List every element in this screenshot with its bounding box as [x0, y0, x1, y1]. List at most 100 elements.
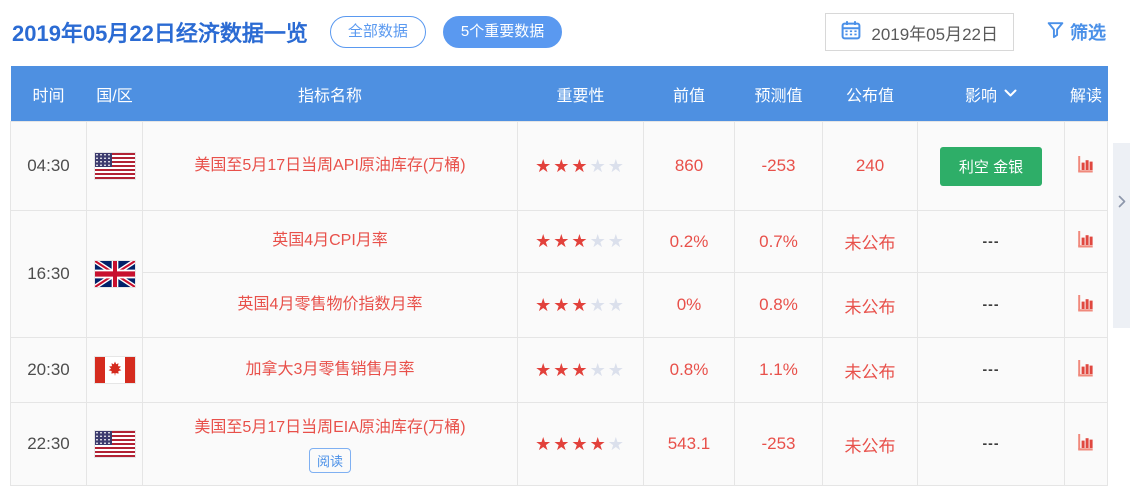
col-previous: 前值 — [643, 66, 735, 122]
tab-important-data[interactable]: 5个重要数据 — [442, 16, 563, 48]
published-value: 未公布 — [822, 272, 918, 338]
published-value: 240 — [822, 121, 918, 211]
interpret-cell — [1064, 121, 1108, 211]
star-icon: ★ — [571, 231, 590, 251]
star-icon: ★ — [607, 294, 626, 315]
star-icon: ★ — [571, 359, 590, 380]
table-row: 04:30 美国至5月17日当周API原油库存(万桶) ★★★★★ 860 -2… — [10, 121, 1108, 211]
impact-cell: --- — [917, 272, 1065, 338]
indicator-cell: 美国至5月17日当周EIA原油库存(万桶) 阅读 — [142, 402, 518, 486]
star-icon: ★ — [607, 231, 626, 251]
star-icon: ★ — [607, 433, 626, 454]
bar-chart-icon[interactable] — [1077, 230, 1095, 248]
star-icon: ★ — [571, 433, 590, 454]
importance-stars: ★★★★★ — [517, 402, 644, 486]
col-impact-label: 影响 — [964, 87, 997, 105]
impact-cell: 利空 金银 — [917, 121, 1065, 211]
table-row: 20:30 加拿大3月零售销售月率 ★★★★★ 0.8% 1.1% 未公布 --… — [10, 337, 1108, 403]
published-value: 未公布 — [822, 210, 918, 273]
star-icon: ★ — [589, 359, 608, 380]
forecast-value: 0.8% — [734, 272, 823, 338]
chevron-down-icon[interactable] — [1004, 89, 1017, 98]
forecast-value: 1.1% — [734, 337, 823, 403]
star-icon: ★ — [607, 359, 626, 380]
forecast-value: -253 — [734, 402, 823, 486]
star-icon: ★ — [535, 155, 554, 176]
table-header-row: 时间 国/区 指标名称 重要性 前值 预测值 公布值 影响 解读 — [10, 66, 1108, 122]
forecast-value: -253 — [734, 121, 823, 211]
indicator-cell: 英国4月零售物价指数月率 — [142, 272, 518, 338]
star-icon: ★ — [553, 294, 572, 315]
star-icon: ★ — [535, 359, 554, 380]
side-panel-toggle[interactable] — [1113, 143, 1130, 328]
date-picker-value: 2019年05月22日 — [871, 24, 998, 44]
economic-data-table: 时间 国/区 指标名称 重要性 前值 预测值 公布值 影响 解读 04:30 美… — [10, 66, 1108, 486]
interpret-cell — [1064, 210, 1108, 273]
region-cell — [86, 402, 143, 486]
indicator-cell: 英国4月CPI月率 — [142, 210, 518, 273]
bar-chart-icon[interactable] — [1077, 155, 1095, 173]
star-icon: ★ — [589, 294, 608, 315]
filter-label: 筛选 — [1070, 23, 1106, 43]
star-icon: ★ — [589, 433, 608, 454]
previous-value: 0% — [643, 272, 735, 338]
calendar-icon — [841, 20, 861, 45]
filter-button[interactable]: 筛选 — [1040, 18, 1112, 46]
us-flag-icon — [94, 153, 135, 179]
star-icon: ★ — [553, 433, 572, 454]
bar-chart-icon[interactable] — [1077, 359, 1095, 377]
bar-chart-icon[interactable] — [1077, 433, 1095, 451]
col-region: 国/区 — [86, 66, 143, 122]
col-published: 公布值 — [822, 66, 918, 122]
impact-cell: --- — [917, 210, 1065, 273]
interpret-cell — [1064, 272, 1108, 338]
star-icon: ★ — [589, 155, 608, 176]
star-icon: ★ — [607, 155, 626, 176]
importance-stars: ★★★★★ — [517, 210, 644, 273]
data-filter-tabs: 全部数据 5个重要数据 — [329, 16, 563, 48]
toolbar-right: 2019年05月22日 筛选 — [825, 13, 1116, 51]
uk-flag-icon — [94, 261, 135, 287]
page-title: 2019年05月22日经济数据一览 — [12, 21, 308, 46]
col-time: 时间 — [10, 66, 87, 122]
forecast-value: 0.7% — [734, 210, 823, 273]
star-icon: ★ — [571, 294, 590, 315]
time-cell: 20:30 — [10, 337, 87, 403]
region-cell — [86, 337, 143, 403]
col-impact[interactable]: 影响 — [917, 66, 1065, 122]
star-icon: ★ — [535, 294, 554, 315]
us-flag-icon — [94, 431, 135, 457]
time-cell: 22:30 — [10, 402, 87, 486]
time-cell: 16:30 — [10, 210, 87, 338]
impact-cell: --- — [917, 337, 1065, 403]
read-button[interactable]: 阅读 — [308, 448, 351, 474]
star-icon: ★ — [589, 231, 608, 251]
star-icon: ★ — [571, 155, 590, 176]
interpret-cell — [1064, 337, 1108, 403]
importance-stars: ★★★★★ — [517, 121, 644, 211]
previous-value: 543.1 — [643, 402, 735, 486]
top-toolbar: 2019年05月22日经济数据一览 全部数据 5个重要数据 2019年05月22… — [0, 0, 1130, 53]
indicator-cell: 加拿大3月零售销售月率 — [142, 337, 518, 403]
bar-chart-icon[interactable] — [1077, 294, 1095, 312]
tab-all-data[interactable]: 全部数据 — [329, 16, 426, 48]
importance-stars: ★★★★★ — [517, 337, 644, 403]
table-row: 英国4月零售物价指数月率 ★★★★★ 0% 0.8% 未公布 --- — [11, 272, 1108, 338]
impact-badge: 利空 金银 — [939, 146, 1043, 186]
star-icon: ★ — [535, 433, 554, 454]
region-cell — [86, 121, 143, 211]
star-icon: ★ — [535, 231, 554, 251]
star-icon: ★ — [553, 359, 572, 380]
col-interpret: 解读 — [1064, 66, 1108, 122]
table-row: 22:30 美国至5月17日当周EIA原油库存(万桶) 阅读 ★★★★★ 543… — [10, 402, 1108, 486]
impact-cell: --- — [917, 402, 1065, 486]
col-forecast: 预测值 — [734, 66, 823, 122]
star-icon: ★ — [553, 231, 572, 251]
previous-value: 0.2% — [643, 210, 735, 273]
chevron-right-icon — [1118, 195, 1126, 328]
date-picker[interactable]: 2019年05月22日 — [825, 13, 1014, 51]
time-cell: 04:30 — [10, 121, 87, 211]
interpret-cell — [1064, 402, 1108, 486]
previous-value: 860 — [643, 121, 735, 211]
indicator-cell: 美国至5月17日当周API原油库存(万桶) — [142, 121, 518, 211]
